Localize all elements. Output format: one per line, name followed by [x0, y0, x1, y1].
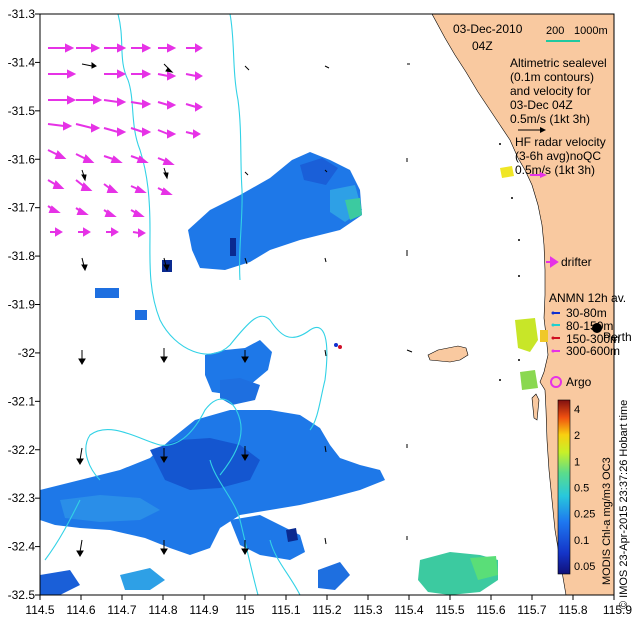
y-axis: -31.3 -31.4 -31.5 -31.6 -31.7 -31.8 -31.9 -32 -3… — [8, 7, 40, 602]
altimetry-legend-line1: Altimetric sealevel — [510, 56, 607, 70]
altimetry-legend-line4: 03-Dec 04Z — [510, 98, 573, 112]
colorbar-tick-label: 4 — [574, 404, 580, 416]
hf-scale-arrow-head — [540, 172, 547, 178]
anmn-range-3: 150-300m — [566, 332, 620, 346]
scale-1000-label: 1000m — [574, 25, 608, 37]
argo-label: Argo — [566, 375, 592, 389]
altimetry-arrows — [76, 62, 413, 557]
hf-legend-line2: (3-6h avg)noQC — [515, 149, 601, 163]
credit-label: © IMOS 23-Apr-2015 23:37:26 Hobart time — [618, 400, 630, 609]
altimetry-legend-line5: 0.5m/s (1kt 3h) — [510, 112, 590, 126]
coastline-dots — [499, 143, 520, 381]
anmn-range-1: 30-80m — [566, 306, 607, 320]
date-label: 03-Dec-2010 — [453, 22, 523, 36]
y-tick-label: -31.5 — [8, 104, 36, 118]
hf-legend-line1: HF radar velocity — [515, 135, 606, 149]
colorbar-tick-label: 0.5 — [574, 483, 589, 495]
chl-colorbar — [557, 399, 571, 575]
colorbar-label: MODIS Chl-a mg/m3 OC3 — [601, 457, 613, 585]
colorbar-tick-label: 0.1 — [574, 535, 589, 547]
x-tick-label: 115.2 — [312, 603, 341, 617]
colorbar-tick-label: 2 — [574, 430, 580, 442]
anmn-title: ANMN 12h av. — [549, 291, 626, 305]
x-tick-label: 115.1 — [271, 603, 300, 617]
anmn-moorings — [334, 343, 342, 349]
x-tick-label: 115.8 — [558, 603, 587, 617]
anmn-range-4: 300-600m — [566, 344, 620, 358]
x-tick-label: 115.4 — [394, 603, 423, 617]
anmn-range-2: 80-150m — [566, 319, 613, 333]
x-tick-label: 114.5 — [25, 603, 54, 617]
scale-200-label: 200 — [546, 25, 564, 37]
y-tick-label: -31.4 — [8, 55, 36, 69]
y-tick-label: -31.6 — [8, 152, 36, 166]
colorbar-ticks: 4 2 1 0.5 0.25 0.1 0.05 — [574, 404, 595, 573]
colorbar-tick-label: 0.05 — [574, 561, 595, 573]
x-tick-label: 115.3 — [353, 603, 382, 617]
y-tick-label: -31.7 — [8, 201, 36, 215]
hf-legend-line3: 0.5m/s (1kt 3h) — [515, 163, 595, 177]
x-tick-label: 114.9 — [189, 603, 218, 617]
sealevel-contours — [44, 14, 328, 595]
garden-island — [531, 393, 540, 421]
x-tick-label: 115.5 — [435, 603, 464, 617]
hf-radar-arrows — [47, 43, 203, 238]
perth-label: Perth — [603, 330, 632, 344]
hour-label: 04Z — [472, 39, 493, 53]
argo-marker — [550, 376, 562, 388]
x-tick-label: 115.6 — [476, 603, 505, 617]
y-tick-label: -32.3 — [8, 491, 36, 505]
altimetry-scale-arrow-head — [540, 127, 546, 133]
x-tick-label: 114.6 — [66, 603, 95, 617]
drifter-label: drifter — [561, 255, 592, 269]
y-tick-label: -31.9 — [8, 298, 36, 312]
anmn-legend — [551, 311, 560, 353]
chlorophyll-field — [40, 152, 548, 595]
x-tick-label: 115 — [235, 603, 254, 617]
colorbar-tick-label: 1 — [574, 456, 580, 468]
perth-marker — [592, 323, 602, 333]
y-tick-label: -32.1 — [8, 394, 36, 408]
altimetry-legend-line2: (0.1m contours) — [510, 70, 594, 84]
altimetry-legend-line3: and velocity for — [510, 84, 591, 98]
x-tick-label: 114.7 — [107, 603, 136, 617]
x-tick-label: 115.9 — [603, 603, 632, 617]
y-tick-label: -32.5 — [8, 588, 36, 602]
drifter-arrow — [546, 256, 559, 268]
x-axis: 114.5 114.6 114.7 114.8 114.9 115 115.1 115.2 11… — [25, 595, 632, 617]
x-tick-label: 115.7 — [517, 603, 546, 617]
rottnest-island — [427, 345, 469, 363]
x-tick-label: 114.8 — [148, 603, 177, 617]
y-tick-label: -31.8 — [8, 249, 36, 263]
y-tick-label: -32.4 — [8, 540, 36, 554]
colorbar-tick-label: 0.25 — [574, 509, 595, 521]
y-tick-label: -31.3 — [8, 7, 36, 21]
y-tick-label: -32.2 — [8, 443, 36, 457]
y-tick-label: -32 — [18, 346, 36, 360]
